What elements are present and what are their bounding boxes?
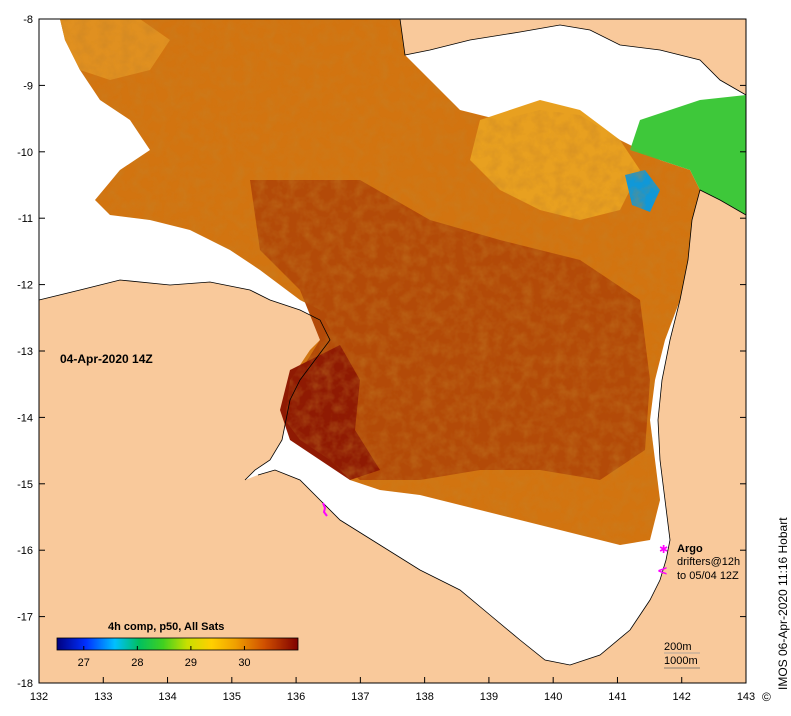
lon-tick-label: 142: [673, 691, 691, 703]
copyright-symbol: ©: [762, 690, 771, 704]
lat-tick-label: -12: [17, 280, 33, 292]
drifter-arrow-icon: <: [657, 564, 668, 579]
sst-field-texture: [60, 19, 700, 545]
coastline: [38, 18, 747, 666]
contour-200-label: 200m: [664, 641, 692, 653]
lon-tick-label: 138: [415, 691, 433, 703]
contour-1000-label: 1000m: [664, 655, 698, 667]
colorbar-title: 4h comp, p50, All Sats: [108, 621, 224, 633]
drifters-label: drifters@12h: [677, 556, 740, 568]
lat-tick-label: -13: [17, 346, 33, 358]
colorbar: 4h comp, p50, All Sats 27 28 29 30: [56, 621, 299, 669]
lat-tick-label: -15: [17, 479, 33, 491]
lon-tick-label: 140: [544, 691, 562, 703]
lat-tick-label: -8: [23, 14, 33, 26]
argo-icon: ✱: [659, 543, 668, 556]
lat-tick-label: -9: [23, 80, 33, 92]
lat-tick-label: -10: [17, 147, 33, 159]
colorbar-tick-label: 27: [78, 657, 90, 669]
lon-tick-label: 132: [30, 691, 48, 703]
argo-label: Argo: [677, 543, 703, 555]
land-north: [400, 19, 746, 95]
legend: ✱ Argo drifters@12h < to 05/04 12Z 200m …: [657, 543, 740, 669]
lon-tick-label: 139: [480, 691, 498, 703]
colorbar-tick-label: 28: [131, 657, 143, 669]
lon-tick-label: 141: [608, 691, 626, 703]
lat-tick-label: -18: [17, 678, 33, 690]
land-west: [39, 280, 330, 480]
lon-tick-label: 135: [223, 691, 241, 703]
drifters-sub-label: to 05/04 12Z: [677, 570, 739, 582]
colorbar-ticks: 27 28 29 30: [78, 646, 251, 669]
lat-tick-label: -16: [17, 545, 33, 557]
land-layer: [39, 19, 746, 683]
colorbar-tick-label: 29: [185, 657, 197, 669]
lat-tick-label: -14: [17, 412, 33, 424]
lon-tick-label: 137: [351, 691, 369, 703]
drifter-track: [322, 502, 328, 517]
credit-text: IMOS 06-Apr-2020 11:16 Hobart: [776, 517, 790, 690]
colorbar-ramp: [56, 637, 299, 651]
lat-tick-label: -11: [18, 213, 33, 225]
latitude-axis: -8 -9 -10 -11 -12 -13 -14 -15 -16 -17 -18: [17, 14, 746, 690]
map-timestamp: 04-Apr-2020 14Z: [60, 352, 153, 366]
land-east: [658, 190, 746, 540]
longitude-axis: 132 133 134 135 136 137 138 139 140 141 142 143: [30, 677, 755, 703]
sst-field-cool: [630, 95, 746, 215]
colorbar-tick-label: 30: [238, 657, 250, 669]
lon-tick-label: 143: [737, 691, 755, 703]
lon-tick-label: 133: [94, 691, 112, 703]
sst-layer: [60, 19, 746, 545]
lat-tick-label: -17: [17, 612, 33, 624]
lon-tick-label: 134: [158, 691, 176, 703]
land-south: [39, 470, 746, 683]
lon-tick-label: 136: [287, 691, 305, 703]
